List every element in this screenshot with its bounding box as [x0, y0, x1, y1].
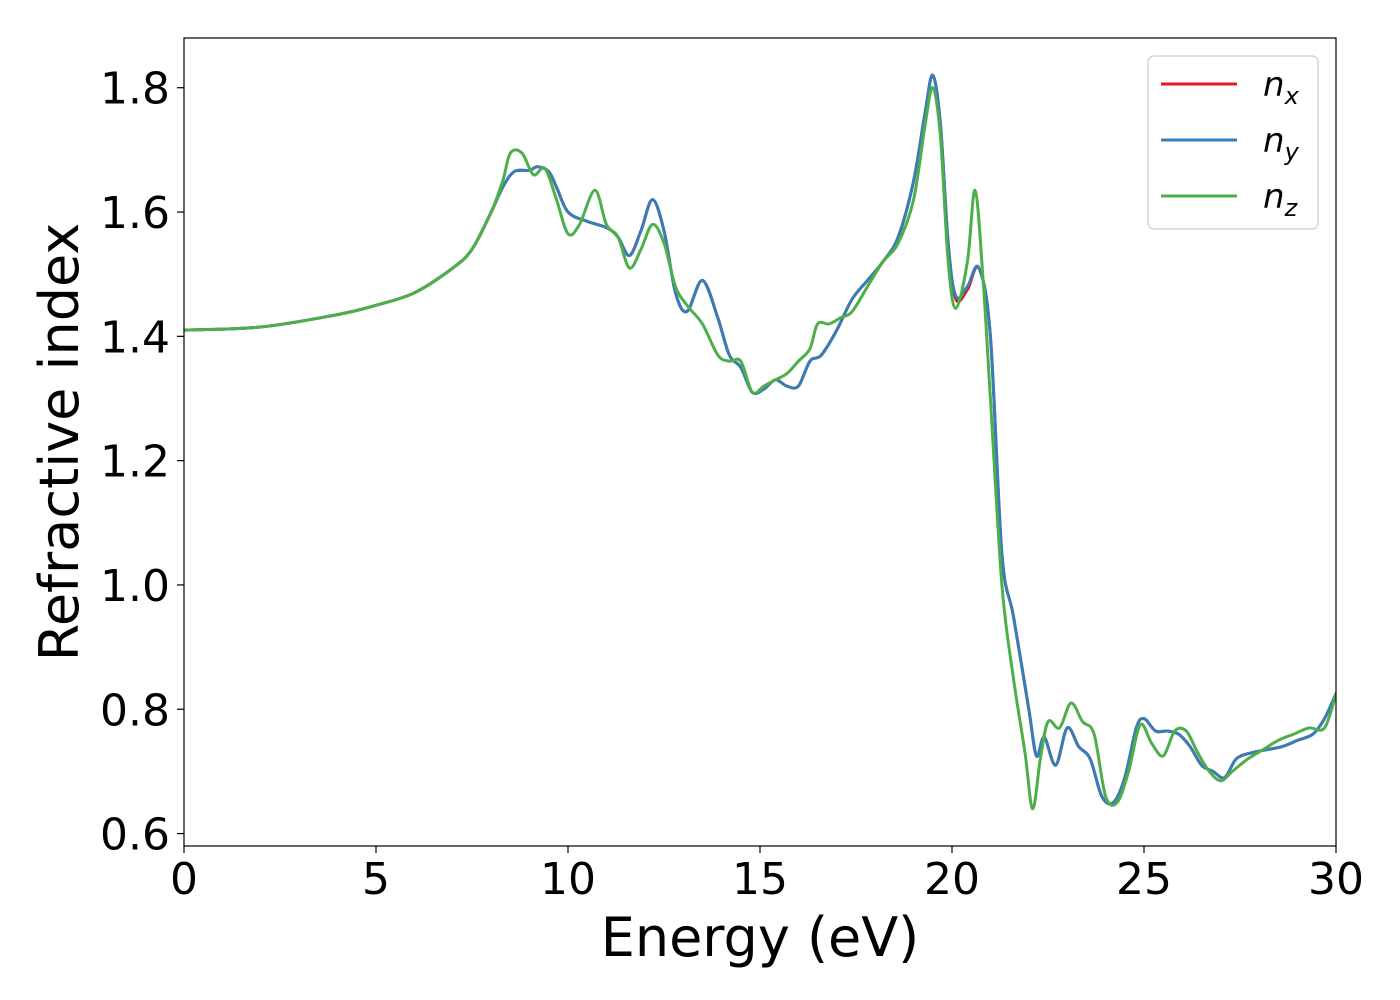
legend-label-base: n — [1263, 121, 1285, 161]
x-axis-label: Energy (eV) — [601, 906, 920, 969]
legend-label-base: n — [1263, 65, 1285, 105]
x-axis-ticks: 0 5 10 15 20 25 30 — [170, 846, 1364, 905]
y-axis-label: Refractive index — [28, 223, 91, 662]
y-tick-label: 1.0 — [100, 561, 170, 612]
legend-label-nz: nz — [1263, 177, 1299, 222]
x-tick-label: 15 — [732, 854, 788, 905]
x-tick-label: 10 — [540, 854, 596, 905]
series-line-ny — [184, 73, 1336, 806]
y-tick-label: 1.2 — [100, 437, 170, 488]
x-tick-label: 5 — [362, 854, 390, 905]
y-tick-label: 0.6 — [100, 810, 170, 861]
legend-frame — [1147, 55, 1319, 230]
legend-label-nx: nx — [1263, 65, 1300, 110]
y-tick-label: 1.4 — [100, 312, 170, 363]
legend-label-subscript: z — [1284, 194, 1299, 222]
y-axis-ticks: 0.6 0.8 1.0 1.2 1.4 1.6 1.8 — [100, 64, 184, 861]
legend-label-subscript: y — [1284, 138, 1300, 166]
x-tick-label: 0 — [170, 854, 198, 905]
x-tick-label: 30 — [1308, 854, 1364, 905]
y-tick-label: 0.8 — [100, 685, 170, 736]
y-tick-label: 1.8 — [100, 64, 170, 115]
x-tick-label: 20 — [924, 854, 980, 905]
series-layer — [184, 73, 1336, 811]
series-line-nz — [184, 86, 1336, 811]
x-tick-label: 25 — [1116, 854, 1172, 905]
legend-label-subscript: x — [1284, 82, 1300, 110]
legend-label-ny: ny — [1263, 121, 1300, 166]
y-tick-label: 1.6 — [100, 188, 170, 239]
legend-label-base: n — [1263, 177, 1285, 217]
